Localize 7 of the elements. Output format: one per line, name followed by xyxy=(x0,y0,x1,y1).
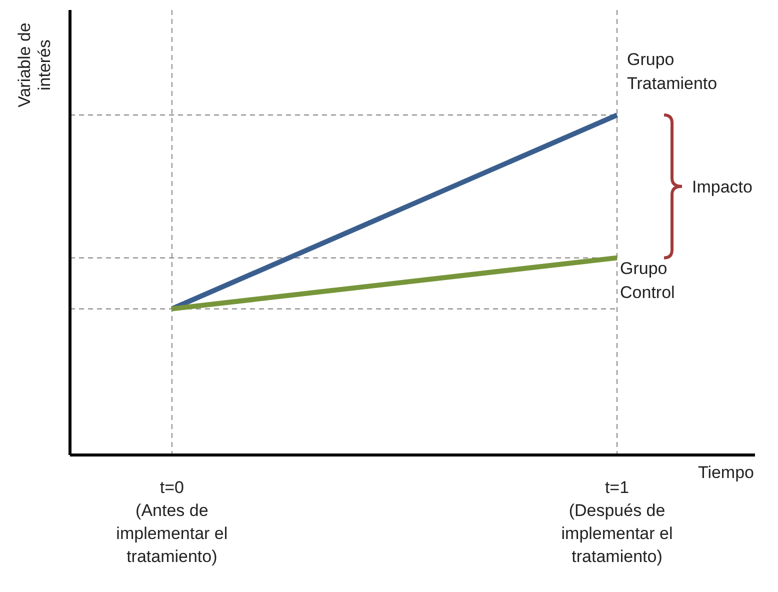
text: Impacto xyxy=(692,177,753,196)
x-axis-title: Tiempo xyxy=(698,463,754,482)
x-tick-label: t=0 (Antes de implementar el tratamiento) xyxy=(116,478,228,566)
x-tick-label: t=1 (Después de implementar el tratamiento) xyxy=(561,478,673,566)
y-axis-title: Variable de interés xyxy=(15,22,54,108)
series-label: Grupo Control xyxy=(620,258,675,302)
series-label: Grupo Tratamiento xyxy=(627,50,718,94)
